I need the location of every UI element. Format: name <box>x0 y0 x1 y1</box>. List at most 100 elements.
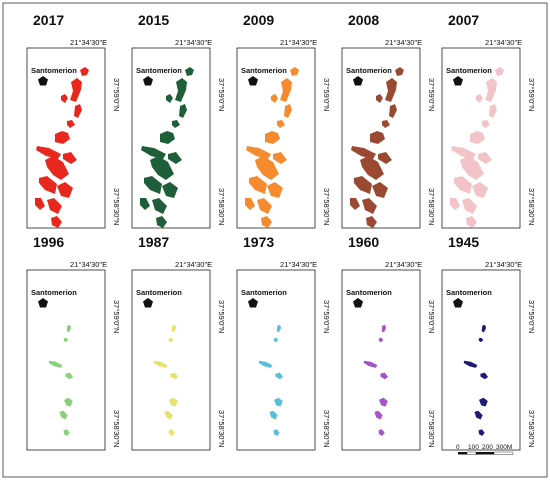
vegetation-patch <box>273 337 279 343</box>
latitude-label-top: 37°59'0"N <box>527 300 536 333</box>
town-marker-icon <box>353 298 363 308</box>
latitude-label-bottom: 37°58'30"N <box>527 410 536 448</box>
longitude-label: 21°34'30"E <box>385 38 422 47</box>
latitude-label-top: 37°59'0"N <box>112 300 121 333</box>
town-marker-icon <box>453 76 463 86</box>
vegetation-patch <box>474 410 483 420</box>
vegetation-patch <box>489 104 497 118</box>
map-frame <box>236 269 316 451</box>
town-label: Santomerion <box>136 66 182 75</box>
town-label: Santomerion <box>31 288 77 297</box>
vegetation-patch <box>47 198 62 214</box>
vegetation-patch <box>246 146 271 159</box>
town-marker-icon <box>38 76 48 86</box>
vegetation-patch <box>460 156 484 180</box>
map-frame <box>26 269 106 451</box>
vegetation-patch <box>463 360 478 368</box>
panel-year-title: 1987 <box>138 234 169 250</box>
vegetation-patch <box>389 104 397 118</box>
vegetation-patch <box>185 67 194 76</box>
map-panel-1996: 1996 21°34'30"E 37°59'0"N 37°58'30"N Santome… <box>26 234 121 451</box>
panel-year-title: 2009 <box>243 12 274 28</box>
vegetation-patch <box>495 67 504 76</box>
vegetation-patch <box>290 67 299 76</box>
vegetation-patch <box>168 429 175 436</box>
latitude-label-bottom: 37°58'30"N <box>112 410 121 448</box>
latitude-label-top: 37°59'0"N <box>217 300 226 333</box>
vegetation-patch <box>63 152 77 164</box>
longitude-label: 21°34'30"E <box>70 260 107 269</box>
panel-year-title: 2008 <box>348 12 379 28</box>
map-frame <box>131 269 211 451</box>
vegetation-patch <box>67 120 75 128</box>
vegetation-patch <box>150 156 174 180</box>
map-panel-1960: 1960 21°34'30"E 37°59'0"N 37°58'30"N Santome… <box>341 234 436 451</box>
latitude-label-top: 37°59'0"N <box>427 300 436 333</box>
vegetation-patch <box>284 104 292 118</box>
vegetation-patch <box>395 67 404 76</box>
vegetation-patch <box>273 429 280 436</box>
town-label: Santomerion <box>31 66 77 75</box>
longitude-label: 21°34'30"E <box>280 260 317 269</box>
map-panel-2007: 2007 21°34'30"E 37°59'0"N 37°58'30"N Santome… <box>441 12 536 229</box>
scale-bar: 0 100 200 300M <box>456 444 514 455</box>
vegetation-patch <box>45 156 69 180</box>
longitude-label: 21°34'30"E <box>385 260 422 269</box>
vegetation-patch <box>48 360 63 368</box>
vegetation-patch <box>55 131 70 144</box>
vegetation-patch <box>267 182 283 198</box>
vegetation-patch <box>485 78 497 102</box>
latitude-label-top: 37°59'0"N <box>527 78 536 111</box>
vegetation-patch <box>61 94 68 103</box>
town-label: Santomerion <box>446 66 492 75</box>
latitude-label-bottom: 37°58'30"N <box>112 188 121 226</box>
vegetation-patch <box>257 198 272 214</box>
vegetation-patch <box>63 337 69 343</box>
vegetation-patch <box>271 94 278 103</box>
vegetation-patch <box>74 104 82 118</box>
vegetation-patch <box>454 176 472 194</box>
panel-year-title: 1973 <box>243 234 274 250</box>
scale-tick-300: 300M <box>496 444 512 451</box>
map-panel-2009: 2009 21°34'30"E 37°59'0"N 37°58'30"N Santome… <box>236 12 331 229</box>
vegetation-patch <box>164 410 173 420</box>
panel-year-title: 2017 <box>33 12 64 28</box>
vegetation-patch <box>478 337 484 343</box>
vegetation-patch <box>65 372 74 380</box>
vegetation-patch <box>153 360 168 368</box>
vegetation-patch <box>363 360 378 368</box>
panel-year-title: 2007 <box>448 12 479 28</box>
town-label: Santomerion <box>241 288 287 297</box>
map-panel-1987: 1987 21°34'30"E 37°59'0"N 37°58'30"N Santome… <box>131 234 226 451</box>
vegetation-patch <box>255 156 279 180</box>
longitude-label: 21°34'30"E <box>175 38 212 47</box>
latitude-label-top: 37°59'0"N <box>217 78 226 111</box>
vegetation-patch <box>376 94 383 103</box>
vegetation-patch <box>380 372 389 380</box>
vegetation-patch <box>57 182 73 198</box>
vegetation-patch <box>378 337 384 343</box>
latitude-label-bottom: 37°58'30"N <box>427 410 436 448</box>
town-marker-icon <box>248 298 258 308</box>
latitude-label-top: 37°59'0"N <box>322 78 331 111</box>
vegetation-patch <box>249 176 267 194</box>
town-label: Santomerion <box>346 66 392 75</box>
town-marker-icon <box>248 76 258 86</box>
vegetation-patch <box>472 182 488 198</box>
map-panel-2015: 2015 21°34'30"E 37°59'0"N 37°58'30"N Santome… <box>131 12 226 229</box>
vegetation-patch <box>382 120 390 128</box>
vegetation-patch <box>277 120 285 128</box>
vegetation-patch <box>481 324 487 333</box>
scale-tick-100: 100 <box>468 444 479 451</box>
map-panel-1945: 1945 21°34'30"E 37°59'0"N 37°58'30"N Santome… <box>441 234 536 451</box>
vegetation-patch <box>258 360 273 368</box>
panel-year-title: 1996 <box>33 234 64 250</box>
vegetation-patch <box>59 410 68 420</box>
panel-year-title: 2015 <box>138 12 169 28</box>
vegetation-patch <box>378 429 385 436</box>
vegetation-patch <box>162 182 178 198</box>
vegetation-patch <box>172 120 180 128</box>
vegetation-patch <box>385 78 397 102</box>
vegetation-patch <box>245 198 255 210</box>
vegetation-patch <box>478 429 485 436</box>
